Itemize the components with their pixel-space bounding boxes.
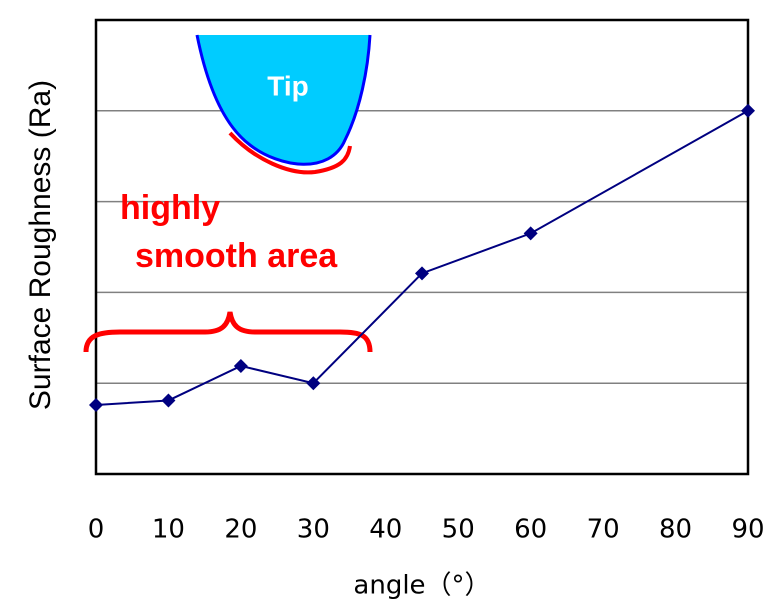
data-point [741,104,755,118]
x-tick-label: 30 [297,515,330,545]
y-axis-title: Surface Roughness (Ra) [24,80,57,410]
x-tick-label: 90 [731,515,764,545]
x-tick-label: 40 [369,515,402,545]
x-tick-label: 10 [152,515,185,545]
x-axis-title: angle（°） [353,571,490,601]
x-tick-label: 0 [88,515,105,545]
x-tick-label: 70 [587,515,620,545]
annotation: smooth area [135,237,338,275]
x-tick-label: 80 [659,515,692,545]
brace [86,312,370,352]
data-point [89,398,103,412]
data-point [524,226,538,240]
x-tick-label: 60 [514,515,547,545]
annotation: highly [120,189,220,227]
data-point [234,359,248,373]
chart: Surface Roughness (Ra) angle（°） 0 10 20 30 4… [0,0,775,605]
x-tick-label: 50 [442,515,475,545]
tip-label: Tip [267,70,308,101]
data-point [161,393,175,407]
x-tick-label: 20 [224,515,257,545]
